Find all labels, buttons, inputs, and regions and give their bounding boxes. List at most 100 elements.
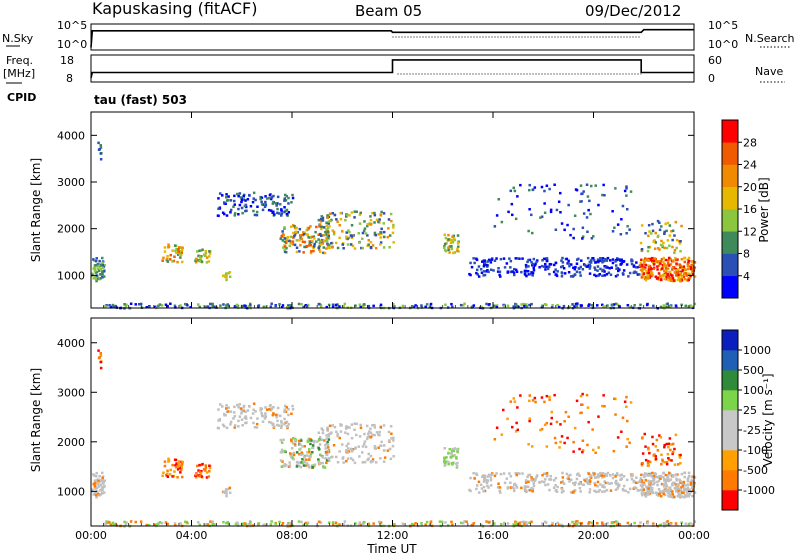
scatter-cell	[253, 213, 257, 217]
scatter-cell	[217, 197, 220, 200]
scatter-cell	[558, 446, 561, 449]
scatter-cell	[579, 274, 582, 277]
scatter-cell	[292, 231, 295, 235]
scatter-cell	[666, 261, 670, 265]
scatter-cell	[675, 484, 678, 487]
scatter-cell	[259, 409, 262, 412]
scatter-cell	[94, 266, 97, 269]
colorbar-swatch	[722, 330, 738, 351]
scatter-cell	[347, 229, 350, 232]
scatter-cell	[173, 304, 177, 307]
scatter-cell	[658, 524, 662, 527]
scatter-cell	[594, 268, 597, 271]
scatter-cell	[217, 408, 220, 411]
scatter-cell	[590, 474, 593, 477]
scatter-cell	[629, 401, 633, 404]
x-tick-label: 20:00	[578, 529, 610, 542]
scatter-cell	[318, 244, 321, 248]
scatter-cell	[669, 523, 672, 526]
scatter-cell	[377, 220, 380, 224]
scatter-cell	[283, 226, 286, 229]
freq-left-tick-top: 18	[60, 54, 74, 67]
scatter-cell	[109, 306, 113, 309]
scatter-cell	[648, 272, 651, 276]
scatter-cell	[560, 222, 564, 225]
scatter-cell	[499, 491, 502, 494]
x-tick-label: 16:00	[477, 529, 509, 542]
scatter-cell	[644, 257, 647, 260]
scatter-cell	[610, 481, 613, 485]
scatter-cell	[658, 490, 662, 493]
scatter-cell	[162, 471, 165, 474]
scatter-cell	[242, 193, 246, 197]
scatter-cell	[179, 522, 182, 525]
scatter-cell	[689, 274, 692, 278]
scatter-cell	[322, 465, 325, 468]
scatter-cell	[621, 272, 625, 275]
scatter-cell	[177, 247, 180, 251]
scatter-cell	[693, 491, 697, 494]
scatter-cell	[661, 264, 665, 267]
scatter-cell	[371, 244, 375, 247]
scatter-cell	[361, 246, 364, 250]
scatter-cell	[336, 461, 340, 464]
scatter-cell	[264, 412, 267, 415]
scatter-cell	[343, 302, 347, 306]
scatter-cell	[99, 493, 103, 496]
scatter-cell	[302, 251, 305, 254]
scatter-cell	[274, 304, 277, 308]
scatter-cell	[625, 232, 628, 235]
scatter-cell	[174, 249, 177, 253]
scatter-cell	[568, 264, 571, 268]
scatter-cell	[586, 195, 590, 198]
scatter-cell	[175, 251, 178, 254]
scatter-cell	[656, 480, 659, 484]
scatter-cell	[594, 490, 598, 494]
scatter-cell	[598, 488, 601, 492]
scatter-cell	[290, 241, 294, 245]
scatter-cell	[112, 523, 115, 527]
scatter-cell	[366, 424, 369, 428]
scatter-cell	[160, 304, 164, 307]
scatter-cell	[684, 522, 687, 525]
scatter-cell	[674, 258, 678, 262]
scatter-cell	[628, 487, 632, 491]
scatter-cell	[647, 481, 651, 484]
scatter-cell	[654, 275, 657, 278]
scatter-cell	[670, 443, 673, 446]
scatter-cell	[172, 474, 176, 478]
scatter-cell	[555, 420, 559, 424]
scatter-cell	[311, 451, 314, 454]
scatter-cell	[676, 487, 679, 490]
scatter-cell	[638, 273, 641, 276]
colorbar-tick-label: 24	[743, 159, 757, 172]
scatter-cell	[545, 184, 549, 187]
scatter-cell	[293, 234, 296, 238]
scatter-cell	[605, 474, 609, 477]
scatter-cell	[550, 416, 553, 420]
scatter-cell	[650, 483, 654, 486]
scatter-cell	[489, 478, 493, 482]
freq-panel-frame	[90, 54, 695, 83]
scatter-cell	[567, 415, 570, 418]
scatter-cell	[640, 473, 643, 477]
scatter-cell	[563, 441, 566, 445]
scatter-cell	[668, 458, 671, 462]
scatter-cell	[617, 485, 620, 488]
scatter-cell	[640, 488, 643, 492]
scatter-cell	[124, 523, 128, 526]
scatter-cell	[327, 446, 330, 449]
scatter-cell	[302, 523, 305, 527]
scatter-cell	[619, 259, 622, 262]
scatter-cell	[364, 445, 368, 449]
scatter-cell	[486, 484, 489, 488]
scatter-cell	[450, 520, 453, 524]
scatter-cell	[544, 483, 547, 487]
noise-left-tick-top: 10^5	[57, 19, 87, 32]
colorbar-swatch	[722, 209, 738, 232]
scatter-cell	[224, 488, 228, 491]
scatter-cell	[178, 246, 181, 249]
scatter-cell	[326, 216, 329, 219]
scatter-cell	[530, 213, 533, 217]
scatter-cell	[317, 431, 321, 434]
